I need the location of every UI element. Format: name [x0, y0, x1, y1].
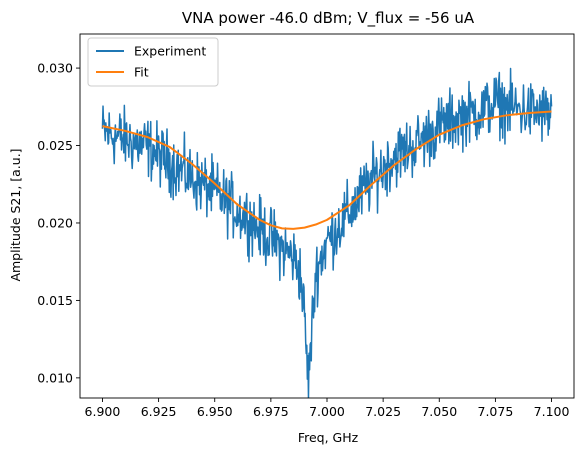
- x-tick-label: 6.950: [197, 404, 233, 419]
- legend-label: Fit: [134, 65, 149, 80]
- y-tick-label: 0.020: [37, 215, 73, 230]
- x-tick-label: 7.100: [534, 404, 570, 419]
- series-line-fit: [102, 110, 552, 230]
- chart-title: VNA power -46.0 dBm; V_flux = -56 uA: [182, 9, 475, 28]
- x-tick-label: 7.000: [309, 404, 345, 419]
- x-axis: 6.900 6.925 6.950 6.975 7.000 7.025 7.050 7.075…: [85, 398, 570, 419]
- x-tick-label: 7.075: [478, 404, 514, 419]
- x-tick-label: 6.900: [85, 404, 121, 419]
- legend: Experiment Fit: [87, 37, 219, 87]
- y-tick-label: 0.015: [37, 293, 73, 308]
- x-axis-label: Freq, GHz: [298, 430, 359, 445]
- series-line-experiment: [101, 67, 553, 398]
- y-axis-label: Amplitude S21, [a.u.]: [8, 148, 23, 281]
- legend-label: Experiment: [134, 44, 206, 59]
- x-tick-label: 7.050: [421, 404, 457, 419]
- y-tick-label: 0.025: [37, 138, 73, 153]
- y-tick-label: 0.030: [37, 61, 73, 76]
- y-axis: 0.010 0.015 0.020 0.025 0.030: [37, 61, 80, 385]
- plot-area: [101, 67, 553, 398]
- x-tick-label: 6.925: [141, 404, 177, 419]
- x-tick-label: 6.975: [253, 404, 289, 419]
- plot-frame: [79, 33, 575, 399]
- y-tick-label: 0.010: [37, 370, 73, 385]
- x-tick-label: 7.025: [365, 404, 401, 419]
